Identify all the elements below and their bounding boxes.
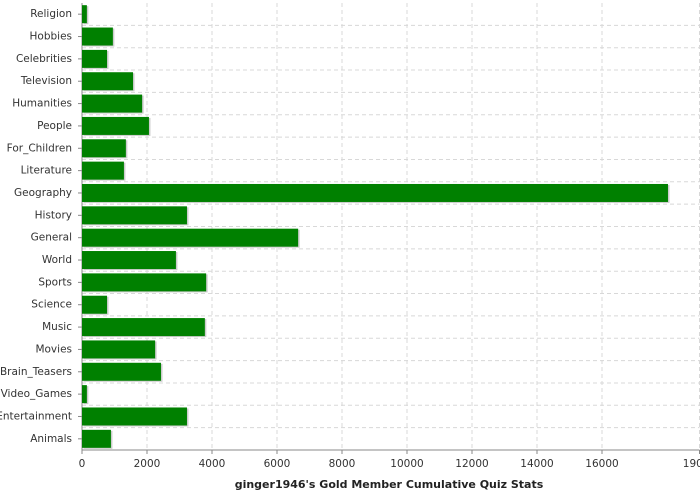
bar <box>82 429 111 448</box>
x-tick-label: 2000 <box>134 458 161 470</box>
y-tick-label: Entertainment <box>0 410 72 422</box>
y-tick-label: Video_Games <box>1 388 72 400</box>
y-tick-label: Celebrities <box>16 53 72 65</box>
y-tick-label: Animals <box>30 433 72 445</box>
bar <box>82 94 143 113</box>
bar <box>82 295 108 314</box>
y-tick-label: General <box>31 232 72 244</box>
bar <box>82 139 126 158</box>
x-tick-label: 14000 <box>520 458 553 470</box>
x-tick-label: 8000 <box>329 458 356 470</box>
bar <box>82 385 87 404</box>
bar <box>82 206 187 225</box>
x-axis-title: ginger1946's Gold Member Cumulative Quiz… <box>235 478 544 491</box>
bar <box>82 362 161 381</box>
y-tick-label: Music <box>42 321 72 333</box>
y-tick-label: Brain_Teasers <box>0 366 72 378</box>
bar <box>82 228 299 247</box>
x-tick-label: 4000 <box>199 458 226 470</box>
y-tick-label: Hobbies <box>30 31 73 43</box>
x-tick-label: 0 <box>79 458 86 470</box>
x-tick-label: 10000 <box>390 458 423 470</box>
y-tick-label: Religion <box>30 8 72 20</box>
y-tick-label: Humanities <box>12 98 72 110</box>
y-tick-label: For_Children <box>7 142 72 154</box>
x-tick-label: 16000 <box>585 458 618 470</box>
y-tick-label: World <box>42 254 72 266</box>
y-tick-label: History <box>35 209 72 221</box>
x-tick-label: 19000 <box>683 458 700 470</box>
bar <box>82 5 87 24</box>
y-tick-label: Television <box>20 75 72 87</box>
y-tick-label: Geography <box>14 187 72 199</box>
bar <box>82 27 113 46</box>
bar <box>82 273 207 292</box>
bar <box>82 407 187 426</box>
y-tick-label: People <box>37 120 72 132</box>
bar <box>82 183 668 202</box>
y-tick-label: Movies <box>35 343 72 355</box>
bar <box>82 161 124 180</box>
x-tick-label: 6000 <box>264 458 291 470</box>
bar <box>82 318 205 337</box>
bar <box>82 49 108 68</box>
y-tick-label: Science <box>31 299 72 311</box>
bar <box>82 251 176 270</box>
y-tick-label: Sports <box>38 276 72 288</box>
bar <box>82 340 156 359</box>
bar <box>82 116 149 135</box>
y-tick-label: Literature <box>21 165 72 177</box>
x-tick-label: 12000 <box>455 458 488 470</box>
bar <box>82 72 134 91</box>
